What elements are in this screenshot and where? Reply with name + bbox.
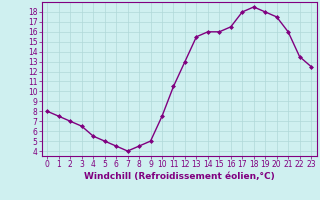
X-axis label: Windchill (Refroidissement éolien,°C): Windchill (Refroidissement éolien,°C) <box>84 172 275 181</box>
